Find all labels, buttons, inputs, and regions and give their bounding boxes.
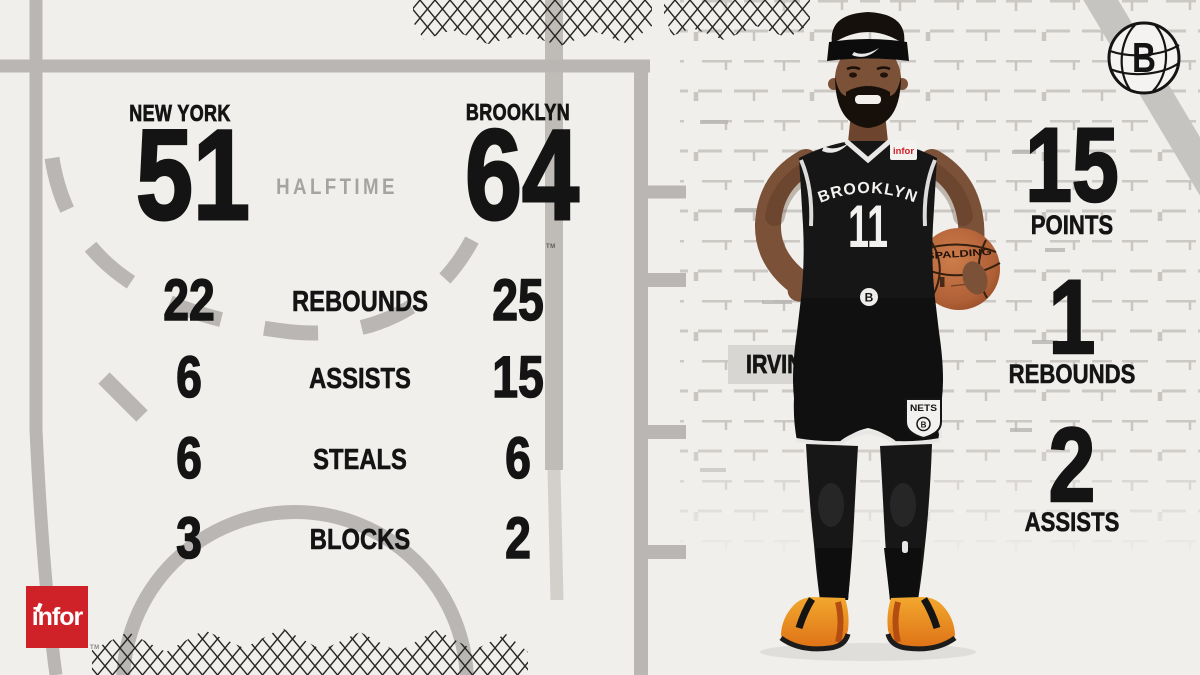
player-shorts: B NETS B bbox=[793, 288, 943, 446]
shorts-shield-letter: B bbox=[921, 421, 927, 430]
player-rebounds-value: 1 bbox=[1048, 259, 1097, 376]
player-headband bbox=[827, 39, 909, 61]
game-status-label: HALFTIME bbox=[276, 174, 398, 199]
player-hand bbox=[962, 261, 988, 295]
stat-home-blocks: 2 bbox=[504, 506, 531, 571]
ball-brand-text: SPALDING bbox=[926, 247, 993, 263]
stat-home-rebounds: 25 bbox=[492, 268, 545, 333]
player-points-label: POINTS bbox=[1030, 210, 1114, 240]
shorts-shield-text: NETS bbox=[910, 403, 937, 413]
jersey-number-text: 11 bbox=[848, 193, 888, 260]
jersey-sponsor-patch bbox=[890, 140, 917, 160]
sock-logo-icon bbox=[902, 541, 908, 553]
jersey-swoosh-icon bbox=[822, 143, 849, 153]
fence-pattern bbox=[92, 0, 810, 675]
brick-wall bbox=[680, 0, 1200, 610]
player-head bbox=[827, 12, 909, 128]
jersey-patch-text: infor bbox=[893, 146, 915, 156]
sponsor-trademark: TM bbox=[90, 645, 100, 651]
shorts-shield bbox=[905, 398, 942, 440]
player-jersey: infor BROOKLYN 11 bbox=[799, 104, 937, 298]
nets-team-logo: B bbox=[1107, 21, 1181, 95]
sponsor-logo: infor bbox=[26, 586, 88, 648]
player-shoes bbox=[779, 597, 957, 652]
court-trademark: TM bbox=[546, 244, 556, 250]
away-score: 51 bbox=[135, 104, 251, 247]
player-legs bbox=[806, 444, 932, 600]
player-assists-value: 2 bbox=[1048, 407, 1097, 524]
away-team-name: NEW YORK bbox=[129, 100, 231, 126]
player-smile bbox=[855, 95, 881, 104]
headband-swoosh-icon bbox=[852, 48, 879, 57]
stat-label-rebounds: REBOUNDS bbox=[291, 286, 429, 318]
home-team-name: BROOKLYN bbox=[465, 99, 571, 125]
stat-away-rebounds: 22 bbox=[163, 268, 216, 333]
player-points-value: 15 bbox=[1024, 107, 1119, 224]
player-assists-label: ASSISTS bbox=[1024, 507, 1120, 537]
waist-logo-letter: B bbox=[865, 291, 874, 305]
stat-label-steals: STEALS bbox=[313, 444, 407, 476]
player-hair bbox=[831, 12, 905, 44]
home-score: 64 bbox=[464, 104, 580, 247]
stat-home-assists: 15 bbox=[492, 345, 545, 410]
stat-home-steals: 6 bbox=[504, 426, 531, 491]
nets-logo-letter: B bbox=[1132, 34, 1156, 81]
stat-label-blocks: BLOCKS bbox=[309, 524, 411, 556]
stat-away-blocks: 3 bbox=[175, 506, 202, 571]
stat-away-assists: 6 bbox=[175, 345, 202, 410]
stat-label-assists: ASSISTS bbox=[309, 363, 411, 395]
player-rebounds-label: REBOUNDS bbox=[1008, 359, 1136, 389]
stat-away-steals: 6 bbox=[175, 426, 202, 491]
